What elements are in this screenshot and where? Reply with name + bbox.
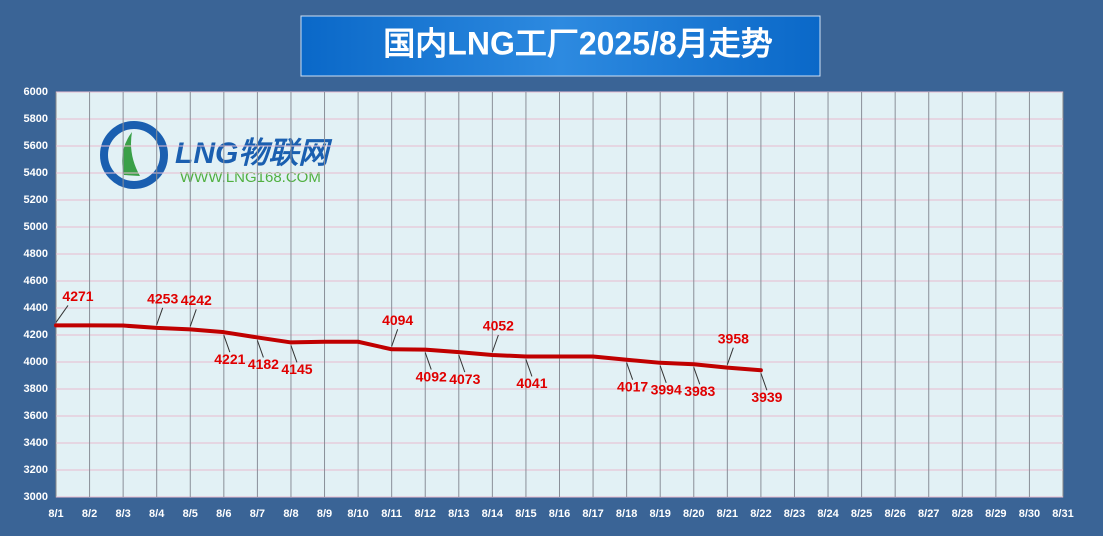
data-label: 4073 [449,371,480,387]
x-tick-label: 8/25 [851,508,872,520]
leader-line [626,362,634,380]
logo-name: LNG物联网 [175,137,332,170]
x-tick-label: 8/18 [616,508,637,520]
data-label: 4182 [248,356,279,372]
x-tick-label: 8/8 [283,508,298,520]
x-tick-label: 8/27 [918,508,939,520]
y-tick-label: 3600 [24,410,48,422]
chart-title: 国内LNG工厂2025/8月走势 [383,25,772,61]
data-label: 4271 [62,288,93,304]
y-tick-label: 3200 [24,464,48,476]
x-tick-label: 8/28 [952,508,973,520]
y-tick-label: 4800 [24,248,48,260]
leader-line [424,352,432,370]
x-tick-label: 8/19 [649,508,670,520]
x-tick-label: 8/3 [115,508,130,520]
y-tick-label: 3800 [24,383,48,395]
title-box [300,15,821,77]
y-tick-label: 5000 [24,221,48,233]
leader-line [491,334,499,353]
x-tick-label: 8/14 [482,508,504,520]
data-label: 4253 [147,291,178,307]
y-tick-label: 4000 [24,356,48,368]
x-tick-label: 8/7 [250,508,265,520]
data-label: 4242 [181,292,212,308]
y-tick-label: 5600 [24,140,48,152]
data-label: 3939 [751,389,782,405]
y-tick-label: 5800 [24,113,48,125]
leader-line [726,347,734,365]
x-tick-label: 8/29 [985,508,1006,520]
data-label: 4052 [483,318,514,334]
logo-url: WWW.LNG168.COM [180,169,321,186]
data-label: 4145 [281,361,312,377]
logo-leaf [122,132,140,176]
data-label: 4092 [416,368,447,384]
x-tick-label: 8/6 [216,508,231,520]
leader-line [525,359,533,377]
data-label: 4017 [617,378,648,394]
y-tick-label: 4600 [24,275,48,287]
line [54,323,763,373]
leader-line [256,340,264,358]
x-tick-label: 8/30 [1019,508,1040,520]
x-tick-label: 8/12 [415,508,436,520]
leader-line [290,345,298,363]
x-tick-label: 8/20 [683,508,704,520]
x-tick-label: 8/1 [48,508,63,520]
x-tick-label: 8/5 [183,508,198,520]
data-label: 4221 [214,351,245,367]
data-label: 3958 [718,330,749,346]
leader-line [189,309,197,327]
leader-line [659,365,667,383]
leader-line [760,373,768,391]
x-tick-label: 8/24 [817,508,839,520]
y-tick-label: 6000 [24,86,48,98]
x-tick-label: 8/21 [717,508,738,520]
x-tick-label: 8/10 [347,508,368,520]
x-tick-label: 8/11 [381,508,402,520]
x-tick-label: 8/2 [82,508,97,520]
data-label: 4094 [382,312,413,328]
x-tick-label: 8/16 [549,508,570,520]
y-tick-label: 4400 [24,302,48,314]
x-tick-label: 8/31 [1052,508,1073,520]
leader-line [55,305,69,323]
leader-line [156,307,164,326]
leader-line [223,334,231,353]
leader-line [458,354,466,373]
x-tick-label: 8/13 [448,508,469,520]
y-tick-label: 5200 [24,194,48,206]
data-label: 3994 [651,382,682,398]
x-tick-label: 8/15 [515,508,536,520]
x-tick-label: 8/23 [784,508,805,520]
data-label: 3983 [684,383,715,399]
x-tick-label: 8/22 [750,508,771,520]
y-tick-label: 3000 [24,491,48,503]
data-label: 4041 [516,375,547,391]
leader-line [693,367,701,385]
y-tick-label: 3400 [24,437,48,449]
y-tick-label: 4200 [24,329,48,341]
x-tick-label: 8/9 [317,508,332,520]
logo-icon [100,121,168,189]
y-tick-label: 5400 [24,167,48,179]
x-tick-label: 8/26 [884,508,905,520]
x-tick-label: 8/4 [149,508,165,520]
x-tick-label: 8/17 [582,508,603,520]
leader-line [391,329,399,347]
